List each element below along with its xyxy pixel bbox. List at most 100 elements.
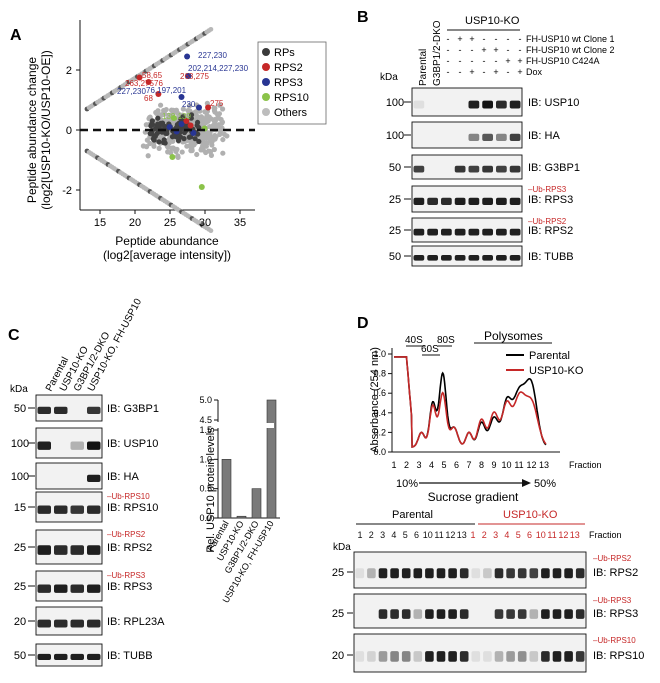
a-point <box>165 149 171 155</box>
blot-band <box>378 651 388 662</box>
a-point <box>217 102 223 108</box>
blot-band <box>427 197 438 205</box>
a-xlabel-line1: Peptide abundance <box>115 234 219 248</box>
blot-frame <box>35 643 103 667</box>
a-ytick: -2 <box>62 185 72 197</box>
a-legend-label: RPS3 <box>274 77 303 89</box>
blot-band <box>529 568 539 579</box>
blot-band-group <box>35 462 103 490</box>
blot-band <box>468 133 480 141</box>
a-point-highlight <box>170 115 177 121</box>
blot-frame <box>353 551 587 589</box>
blot-band <box>401 651 411 662</box>
blot-band <box>425 609 434 619</box>
blot-band <box>87 441 101 450</box>
blot-band-group <box>35 394 103 422</box>
a-point <box>177 134 184 140</box>
a-point <box>219 106 226 112</box>
blot-band <box>552 568 562 579</box>
a-point <box>181 129 188 136</box>
d-lane-fraction: 6 <box>527 530 532 540</box>
panel-c: C Parental USP10-KO G3BP1/2-DKO USP10-KO… <box>8 297 284 667</box>
blot-band <box>425 651 434 662</box>
a-point <box>205 148 212 154</box>
a-point <box>166 140 172 146</box>
blot-band-group <box>35 529 103 565</box>
b-condition-mark: + <box>517 56 522 66</box>
blot-band <box>506 609 515 619</box>
blot-band <box>413 568 423 579</box>
a-point-highlight <box>183 118 190 124</box>
a-point-highlight <box>178 121 185 127</box>
blot-band <box>541 651 550 662</box>
c-blot-label: IB: RPS3 <box>107 581 152 593</box>
c-marker: 15 <box>14 502 26 514</box>
d-gradient-to: 50% <box>534 478 556 490</box>
b-blot-label: IB: RPS2 <box>528 225 573 237</box>
a-point-highlight <box>145 79 152 85</box>
a-point <box>145 153 151 159</box>
blot-band <box>564 609 573 619</box>
blot-band <box>87 406 101 414</box>
blot-band <box>541 568 550 579</box>
c-blot-label: IB: RPS2 <box>107 542 152 554</box>
a-ylabel-line2: (log2[USP10-KO/USP10-OE]) <box>39 50 53 209</box>
d-fraction-number: 10 <box>501 460 511 470</box>
a-point <box>203 135 209 141</box>
d-lane-fraction: 5 <box>516 530 521 540</box>
a-point <box>180 106 186 112</box>
blot-band <box>496 228 507 236</box>
b-marker: 25 <box>389 225 401 237</box>
b-condition-mark: - <box>495 56 498 66</box>
blot-band <box>459 609 469 619</box>
blot-band <box>494 609 504 619</box>
a-point <box>151 143 157 149</box>
blot-band <box>517 568 527 579</box>
d-fraction-number: 2 <box>404 460 409 470</box>
a-point-highlight <box>196 104 202 111</box>
d-lane-fractions: 1 2 3 4 5 6 10 11 12 13 1 2 3 4 5 6 10 11 12 13 <box>357 530 579 540</box>
c-ub-label: –Ub-RPS3 <box>107 571 146 580</box>
c-bar <box>221 459 232 519</box>
d-peak-label: Polysomes <box>484 329 543 343</box>
d-lane-fraction: 13 <box>570 530 580 540</box>
blot-band <box>468 228 480 236</box>
blot-band <box>509 255 521 261</box>
a-ytick: 0 <box>66 125 72 137</box>
blot-band <box>454 165 466 173</box>
a-point <box>206 130 212 136</box>
d-peak-label: 60S <box>421 344 439 355</box>
blot-band <box>37 619 51 628</box>
blot-band <box>468 100 480 109</box>
b-blot-label: IB: TUBB <box>528 251 574 263</box>
d-blot-label: IB: RPS3 <box>593 608 638 620</box>
blot-band <box>70 584 84 593</box>
blot-band <box>517 609 527 619</box>
b-condition-mark: - <box>519 34 522 44</box>
a-annotation: 230 <box>182 100 196 109</box>
a-point <box>190 142 196 148</box>
blot-band-group <box>353 593 587 629</box>
c-marker: 25 <box>14 542 26 554</box>
a-annotation: 227,230 <box>117 87 146 96</box>
d-tick-label: 0.0 <box>373 447 386 457</box>
a-point <box>213 117 219 123</box>
a-point <box>161 123 168 129</box>
c-bar <box>236 515 247 519</box>
a-point-highlight <box>185 73 192 79</box>
c-bar-tick-label: 4.5 <box>199 415 212 425</box>
panel-b: B Parental G3BP1/2-DKO USP10-KO - + + - - - - F… <box>357 9 615 267</box>
b-condition-mark: + <box>457 34 462 44</box>
c-bar-tick-label: 1.0 <box>199 454 212 464</box>
d-legend-label: USP10-KO <box>529 365 584 377</box>
a-xlabel-line2: (log2[average intensity]) <box>103 248 231 262</box>
a-annotation: 76 <box>154 79 163 88</box>
blot-band <box>454 255 466 261</box>
a-point <box>220 136 226 143</box>
a-point <box>153 109 159 116</box>
blot-band <box>575 609 585 619</box>
c-bar-tick-label: 5.0 <box>199 395 212 405</box>
a-xtick: 25 <box>164 217 176 229</box>
d-ub-label: –Ub-RPS3 <box>593 596 632 605</box>
blot-band <box>436 609 446 619</box>
